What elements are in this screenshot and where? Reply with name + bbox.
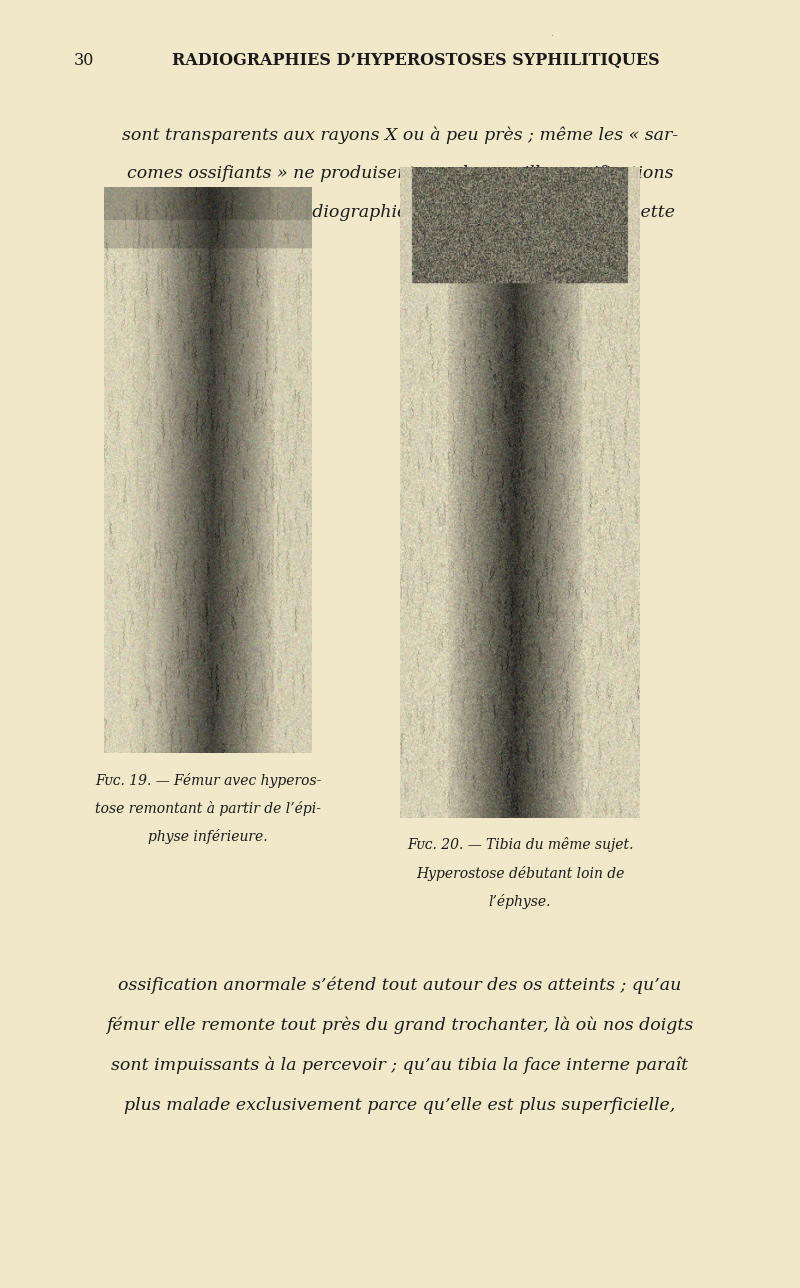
Text: 30: 30 <box>74 52 94 70</box>
Text: Fᴜᴄ. 19. — Fémur avec hyperos-: Fᴜᴄ. 19. — Fémur avec hyperos- <box>95 773 321 788</box>
Text: fémur elle remonte tout près du grand trochanter, là où nos doigts: fémur elle remonte tout près du grand tr… <box>106 1016 694 1034</box>
Text: tose remontant à partir de l’épi-: tose remontant à partir de l’épi- <box>95 801 321 817</box>
Text: ·: · <box>550 31 554 41</box>
Text: sont transparents aux rayons X ou à peu près ; même les « sar-: sont transparents aux rayons X ou à peu … <box>122 126 678 144</box>
Text: sous-périosées. La radiographie nous prouve encore que cette: sous-périosées. La radiographie nous pro… <box>126 204 674 222</box>
Text: sont impuissants à la percevoir ; qu’au tibia la face interne paraît: sont impuissants à la percevoir ; qu’au … <box>111 1056 689 1074</box>
Text: ossification anormale s’étend tout autour des os atteints ; qu’au: ossification anormale s’étend tout autou… <box>118 976 682 994</box>
Text: RADIOGRAPHIES D’HYPEROSTOSES SYPHILITIQUES: RADIOGRAPHIES D’HYPEROSTOSES SYPHILITIQU… <box>172 52 660 70</box>
Text: physe inférieure.: physe inférieure. <box>148 829 268 845</box>
Text: comes ossifiants » ne produisent pas de pareilles ossifications: comes ossifiants » ne produisent pas de … <box>126 165 674 183</box>
Text: Fᴜᴄ. 20. — Tibia du même sujet.: Fᴜᴄ. 20. — Tibia du même sujet. <box>406 837 634 853</box>
Text: Hyperostose débutant loin de: Hyperostose débutant loin de <box>416 866 624 881</box>
Text: l’éphyse.: l’éphyse. <box>489 894 551 909</box>
Text: plus malade exclusivement parce qu’elle est plus superficielle,: plus malade exclusivement parce qu’elle … <box>124 1096 676 1114</box>
